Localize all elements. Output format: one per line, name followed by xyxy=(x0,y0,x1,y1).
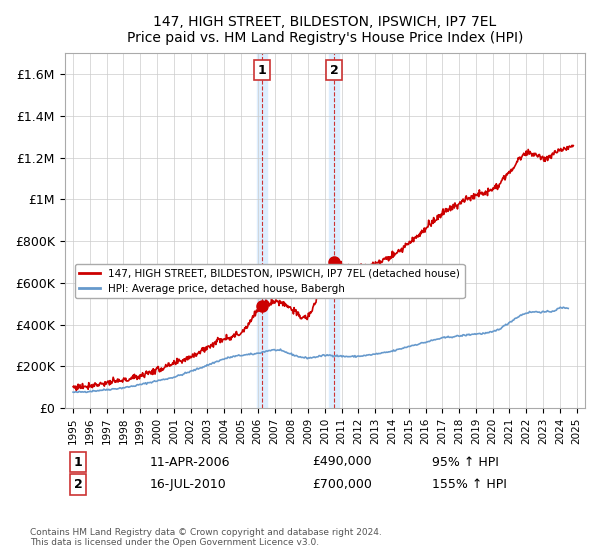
Text: Contains HM Land Registry data © Crown copyright and database right 2024.
This d: Contains HM Land Registry data © Crown c… xyxy=(30,528,382,547)
Text: £490,000: £490,000 xyxy=(312,455,371,469)
Bar xyxy=(257,53,267,408)
Title: 147, HIGH STREET, BILDESTON, IPSWICH, IP7 7EL
Price paid vs. HM Land Registry's : 147, HIGH STREET, BILDESTON, IPSWICH, IP… xyxy=(127,15,523,45)
Text: 95% ↑ HPI: 95% ↑ HPI xyxy=(432,455,499,469)
Legend: 147, HIGH STREET, BILDESTON, IPSWICH, IP7 7EL (detached house), HPI: Average pri: 147, HIGH STREET, BILDESTON, IPSWICH, IP… xyxy=(75,264,464,298)
Text: 16-JUL-2010: 16-JUL-2010 xyxy=(150,478,227,491)
Text: 11-APR-2006: 11-APR-2006 xyxy=(150,455,230,469)
Text: 1: 1 xyxy=(74,455,82,469)
Text: 1: 1 xyxy=(258,63,266,77)
Text: £700,000: £700,000 xyxy=(312,478,372,491)
Text: 2: 2 xyxy=(74,478,82,491)
Text: 155% ↑ HPI: 155% ↑ HPI xyxy=(432,478,507,491)
Bar xyxy=(329,53,339,408)
Text: 2: 2 xyxy=(329,63,338,77)
